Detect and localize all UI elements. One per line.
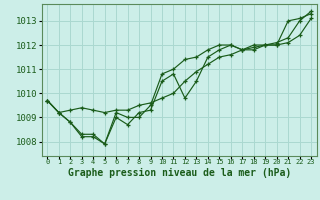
X-axis label: Graphe pression niveau de la mer (hPa): Graphe pression niveau de la mer (hPa) — [68, 168, 291, 178]
